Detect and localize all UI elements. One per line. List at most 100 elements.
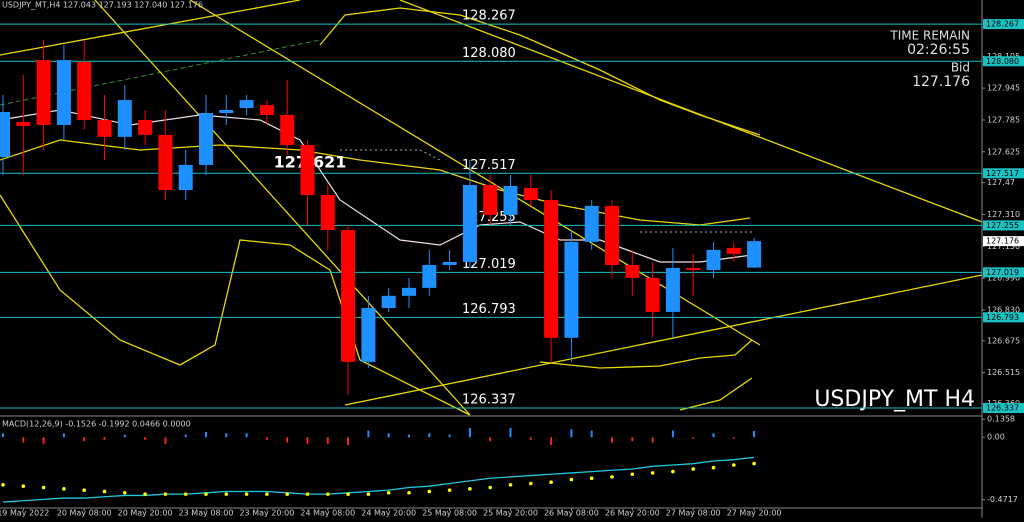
candle-body bbox=[442, 262, 457, 265]
candle-body bbox=[726, 247, 741, 254]
candle-body bbox=[361, 307, 376, 362]
signal-dot bbox=[589, 476, 594, 481]
signal-dot bbox=[285, 492, 290, 496]
candle-body bbox=[138, 119, 153, 135]
signal-dot bbox=[610, 475, 614, 479]
level-box-label: 126.793 bbox=[986, 313, 1019, 322]
signal-dot bbox=[529, 481, 533, 486]
band bbox=[0, 194, 471, 416]
level-box bbox=[983, 312, 1024, 323]
y-tick-label: 126.990 bbox=[987, 274, 1020, 283]
y-tick-label: 127.785 bbox=[987, 115, 1020, 124]
candle-body bbox=[422, 264, 437, 288]
candle-body bbox=[280, 114, 295, 146]
level-box bbox=[983, 220, 1024, 231]
signal-dot bbox=[468, 487, 472, 491]
candle-body bbox=[402, 287, 416, 296]
y-tick-label: 127.47 bbox=[987, 178, 1015, 187]
signal-dot bbox=[163, 492, 168, 496]
header: USDJPY_MT,H4 127.043 127.193 127.040 127… bbox=[2, 1, 203, 10]
x-tick-label: 27 May 08:00 bbox=[666, 509, 721, 518]
timer: 02:26:55 bbox=[907, 42, 970, 58]
signal-dot bbox=[305, 492, 310, 496]
signal-dot bbox=[447, 488, 452, 492]
signal-dot bbox=[326, 492, 330, 496]
x-tick-label: 19 May 2022 bbox=[0, 509, 49, 518]
candle-body bbox=[462, 185, 477, 263]
signal-dot bbox=[244, 492, 249, 496]
bid: 127.176 bbox=[912, 74, 970, 90]
candle-body bbox=[259, 105, 274, 115]
candle-body bbox=[97, 119, 112, 137]
candle-body bbox=[158, 134, 173, 190]
candle-body bbox=[564, 241, 579, 338]
signal-dot bbox=[62, 487, 66, 491]
candle-body bbox=[199, 113, 213, 165]
candle-body bbox=[686, 267, 701, 270]
y-tick-label: 127.625 bbox=[987, 147, 1020, 156]
signal-dot bbox=[569, 477, 574, 482]
signal-dot bbox=[204, 492, 208, 496]
signal-dot bbox=[508, 483, 513, 487]
signal-dot bbox=[671, 469, 675, 474]
signal-dot bbox=[123, 490, 127, 495]
x-tick-label: 25 May 20:00 bbox=[483, 509, 538, 518]
candle-body bbox=[36, 60, 51, 125]
level-box-label: 127.255 bbox=[986, 221, 1019, 230]
candle-body bbox=[56, 60, 71, 125]
signal-dot bbox=[650, 471, 655, 475]
band bbox=[539, 339, 753, 369]
signal-dot bbox=[82, 488, 86, 492]
candle-body bbox=[117, 100, 132, 137]
signal-dot bbox=[143, 492, 147, 496]
candle-body bbox=[706, 249, 721, 270]
candle-body bbox=[16, 121, 31, 126]
candle-body bbox=[0, 112, 10, 157]
price-box bbox=[983, 236, 1024, 247]
candle-body bbox=[239, 100, 254, 109]
candle-body bbox=[381, 295, 396, 308]
x-tick-label: 20 May 20:00 bbox=[118, 509, 173, 518]
bid-label: Bid bbox=[951, 61, 970, 75]
level-box-label: 128.267 bbox=[986, 20, 1019, 29]
signal-dot bbox=[265, 492, 269, 496]
y-tick-label: 126.830 bbox=[987, 305, 1020, 314]
level-label: 126.337 bbox=[462, 393, 516, 408]
y-tick-label: 127.150 bbox=[987, 242, 1020, 251]
x-tick-label: 26 May 08:00 bbox=[544, 509, 599, 518]
candle-body bbox=[645, 277, 660, 312]
x-tick-label: 23 May 20:00 bbox=[239, 509, 294, 518]
signal-dot bbox=[732, 463, 736, 467]
candle-body bbox=[77, 62, 92, 120]
level-label: 126.793 bbox=[462, 302, 516, 317]
y-tick-label: -0.4717 bbox=[987, 495, 1018, 504]
level-box bbox=[983, 19, 1024, 30]
candle-body bbox=[747, 241, 762, 268]
signal-dot bbox=[407, 490, 411, 495]
timer-label: TIME REMAIN bbox=[889, 29, 970, 43]
candle-body bbox=[584, 205, 599, 242]
x-tick-label: 25 May 08:00 bbox=[422, 509, 477, 518]
band bbox=[679, 377, 753, 411]
candle-body bbox=[523, 188, 538, 200]
y-tick-label: 127.310 bbox=[987, 210, 1020, 219]
signal-dot bbox=[1, 483, 5, 487]
signal-dot bbox=[752, 461, 756, 466]
signal-dot bbox=[386, 490, 391, 495]
y-tick-label: 126.675 bbox=[987, 336, 1020, 345]
signal-dot bbox=[711, 465, 716, 470]
macd-line bbox=[2, 456, 755, 503]
signal-dot bbox=[224, 492, 229, 496]
x-tick-label: 20 May 08:00 bbox=[57, 509, 112, 518]
level-box-label: 128.080 bbox=[986, 57, 1019, 66]
signal-dot bbox=[346, 492, 350, 496]
candle-body bbox=[665, 267, 680, 312]
trend-line bbox=[94, 0, 471, 416]
candle-body bbox=[178, 164, 193, 190]
x-tick-label: 24 May 08:00 bbox=[300, 509, 355, 518]
signal-dot bbox=[488, 485, 493, 490]
candle-body bbox=[625, 264, 640, 278]
y-tick-label: 0.1358 bbox=[987, 415, 1015, 424]
